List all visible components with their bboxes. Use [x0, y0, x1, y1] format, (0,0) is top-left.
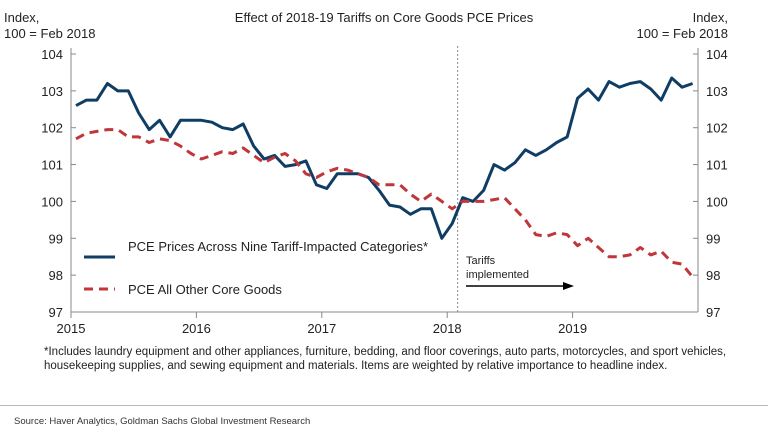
- series-line-tariff-impacted: [75, 76, 694, 240]
- legend: PCE Prices Across Nine Tariff-Impacted C…: [84, 239, 428, 297]
- y-tick-label-left: 103: [41, 84, 63, 99]
- legend-label-tariff: PCE Prices Across Nine Tariff-Impacted C…: [128, 239, 428, 254]
- arrow-right-icon: [563, 282, 574, 290]
- annotation-line1: Tariffs: [466, 255, 496, 267]
- x-tick-label: 2018: [433, 321, 462, 336]
- y-tick-label-right: 97: [706, 305, 720, 320]
- legend-label-other: PCE All Other Core Goods: [128, 282, 282, 297]
- right-axis-label-line1: Index,: [693, 10, 728, 25]
- source-note: Source: Haver Analytics, Goldman Sachs G…: [14, 416, 311, 427]
- divider: [0, 405, 768, 406]
- y-tick-label-right: 104: [706, 47, 728, 62]
- x-tick-label: 2017: [307, 321, 336, 336]
- x-tick-label: 2016: [182, 321, 211, 336]
- y-tick-label-left: 101: [41, 158, 63, 173]
- y-tick-label-right: 101: [706, 158, 728, 173]
- left-axis-label-line2: 100 = Feb 2018: [4, 26, 95, 41]
- y-tick-label-left: 104: [41, 47, 63, 62]
- y-tick-label-left: 100: [41, 194, 63, 209]
- line-chart: Effect of 2018-19 Tariffs on Core Goods …: [4, 10, 728, 336]
- y-tick-label-left: 102: [41, 121, 63, 136]
- x-tick-label: 2015: [57, 321, 86, 336]
- chart-title: Effect of 2018-19 Tariffs on Core Goods …: [235, 10, 534, 25]
- annotation-line2: implemented: [466, 269, 529, 281]
- left-axis-label-line1: Index,: [4, 10, 39, 25]
- y-tick-label-left: 97: [49, 305, 63, 320]
- right-axis-label-line2: 100 = Feb 2018: [637, 26, 728, 41]
- y-tick-label-right: 102: [706, 121, 728, 136]
- y-tick-label-right: 103: [706, 84, 728, 99]
- y-tick-label-right: 100: [706, 194, 728, 209]
- y-tick-label-right: 98: [706, 268, 720, 283]
- x-tick-label: 2019: [558, 321, 587, 336]
- series-line-other-core-goods: [75, 128, 694, 278]
- y-tick-label-left: 99: [49, 231, 63, 246]
- footnote: *Includes laundry equipment and other ap…: [44, 346, 727, 372]
- y-tick-label-left: 98: [49, 268, 63, 283]
- y-tick-label-right: 99: [706, 231, 720, 246]
- tariff-annotation: Tariffs implemented: [466, 255, 574, 290]
